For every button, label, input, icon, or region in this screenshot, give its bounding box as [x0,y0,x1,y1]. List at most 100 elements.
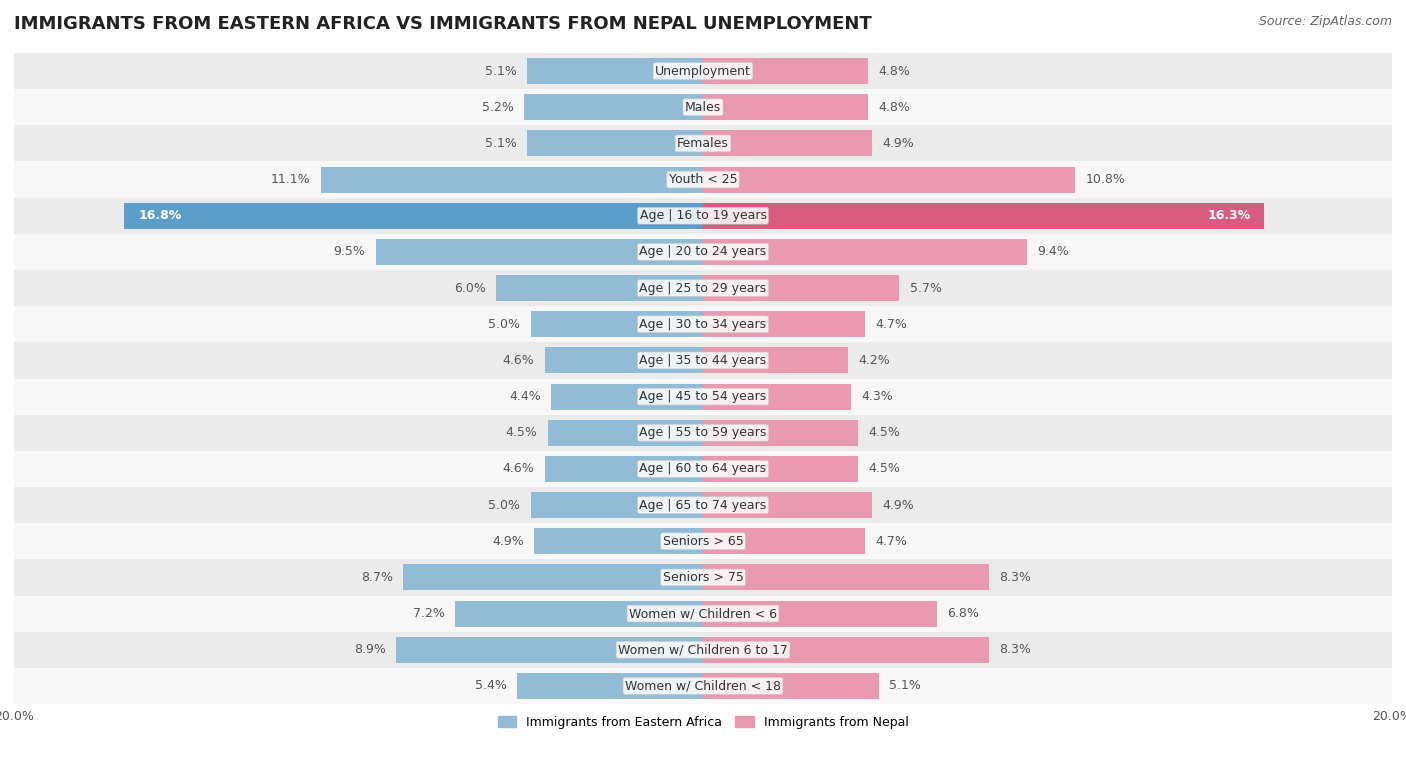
Text: 16.8%: 16.8% [138,209,181,223]
Bar [14,668,1392,704]
Text: Males: Males [685,101,721,114]
Bar [404,565,703,590]
Bar [14,53,1392,89]
Text: 4.5%: 4.5% [506,426,537,439]
Text: Age | 25 to 29 years: Age | 25 to 29 years [640,282,766,294]
Bar [703,600,938,627]
Text: 4.7%: 4.7% [875,534,907,548]
Text: 9.4%: 9.4% [1038,245,1069,258]
Text: Women w/ Children < 18: Women w/ Children < 18 [626,680,780,693]
Text: 5.1%: 5.1% [889,680,921,693]
Bar [14,559,1392,596]
Text: IMMIGRANTS FROM EASTERN AFRICA VS IMMIGRANTS FROM NEPAL UNEMPLOYMENT: IMMIGRANTS FROM EASTERN AFRICA VS IMMIGR… [14,15,872,33]
Text: 5.7%: 5.7% [910,282,942,294]
Text: 5.1%: 5.1% [485,137,517,150]
Bar [527,58,703,84]
Text: 4.6%: 4.6% [502,463,534,475]
Text: 5.0%: 5.0% [488,318,520,331]
Bar [703,203,1264,229]
Bar [703,456,858,482]
Bar [551,384,703,410]
Bar [544,456,703,482]
Text: 11.1%: 11.1% [271,173,311,186]
Text: Age | 20 to 24 years: Age | 20 to 24 years [640,245,766,258]
Bar [14,342,1392,378]
Text: 6.8%: 6.8% [948,607,980,620]
Text: Females: Females [678,137,728,150]
Text: 4.9%: 4.9% [882,499,914,512]
Bar [14,270,1392,306]
Text: 8.9%: 8.9% [354,643,387,656]
Text: Women w/ Children < 6: Women w/ Children < 6 [628,607,778,620]
Text: Seniors > 65: Seniors > 65 [662,534,744,548]
Bar [14,378,1392,415]
Bar [524,94,703,120]
Text: Age | 55 to 59 years: Age | 55 to 59 years [640,426,766,439]
Bar [14,89,1392,126]
Bar [703,347,848,373]
Bar [703,130,872,157]
Text: Age | 65 to 74 years: Age | 65 to 74 years [640,499,766,512]
Bar [703,275,900,301]
Text: 16.3%: 16.3% [1208,209,1251,223]
Bar [703,492,872,518]
Bar [531,492,703,518]
Bar [14,631,1392,668]
Bar [703,167,1076,192]
Bar [14,306,1392,342]
Bar [544,347,703,373]
Bar [703,239,1026,265]
Bar [703,673,879,699]
Bar [548,419,703,446]
Text: 4.2%: 4.2% [858,354,890,367]
Text: 4.3%: 4.3% [862,390,893,403]
Text: Unemployment: Unemployment [655,64,751,77]
Text: Age | 35 to 44 years: Age | 35 to 44 years [640,354,766,367]
Text: 4.5%: 4.5% [869,463,900,475]
Text: 6.0%: 6.0% [454,282,486,294]
Bar [14,487,1392,523]
Bar [703,565,988,590]
Bar [321,167,703,192]
Bar [14,415,1392,451]
Bar [703,384,851,410]
Text: 4.8%: 4.8% [879,64,911,77]
Text: Youth < 25: Youth < 25 [669,173,737,186]
Text: 7.2%: 7.2% [413,607,444,620]
Text: 10.8%: 10.8% [1085,173,1125,186]
Text: 8.7%: 8.7% [361,571,392,584]
Bar [703,311,865,338]
Bar [14,161,1392,198]
Bar [703,528,865,554]
Text: 5.0%: 5.0% [488,499,520,512]
Text: Source: ZipAtlas.com: Source: ZipAtlas.com [1258,15,1392,28]
Text: Age | 60 to 64 years: Age | 60 to 64 years [640,463,766,475]
Bar [496,275,703,301]
Bar [531,311,703,338]
Text: 4.9%: 4.9% [492,534,524,548]
Bar [703,637,988,663]
Bar [527,130,703,157]
Text: 5.4%: 5.4% [475,680,506,693]
Text: Age | 30 to 34 years: Age | 30 to 34 years [640,318,766,331]
Text: 4.7%: 4.7% [875,318,907,331]
Bar [703,94,869,120]
Bar [124,203,703,229]
Bar [14,451,1392,487]
Text: Seniors > 75: Seniors > 75 [662,571,744,584]
Bar [14,234,1392,270]
Bar [14,523,1392,559]
Text: 9.5%: 9.5% [333,245,366,258]
Bar [14,596,1392,631]
Text: 5.1%: 5.1% [485,64,517,77]
Text: Age | 45 to 54 years: Age | 45 to 54 years [640,390,766,403]
Text: 4.4%: 4.4% [509,390,541,403]
Bar [534,528,703,554]
Bar [14,126,1392,161]
Legend: Immigrants from Eastern Africa, Immigrants from Nepal: Immigrants from Eastern Africa, Immigran… [492,711,914,734]
Bar [14,198,1392,234]
Bar [456,600,703,627]
Text: 4.8%: 4.8% [879,101,911,114]
Text: 8.3%: 8.3% [1000,643,1031,656]
Text: 4.6%: 4.6% [502,354,534,367]
